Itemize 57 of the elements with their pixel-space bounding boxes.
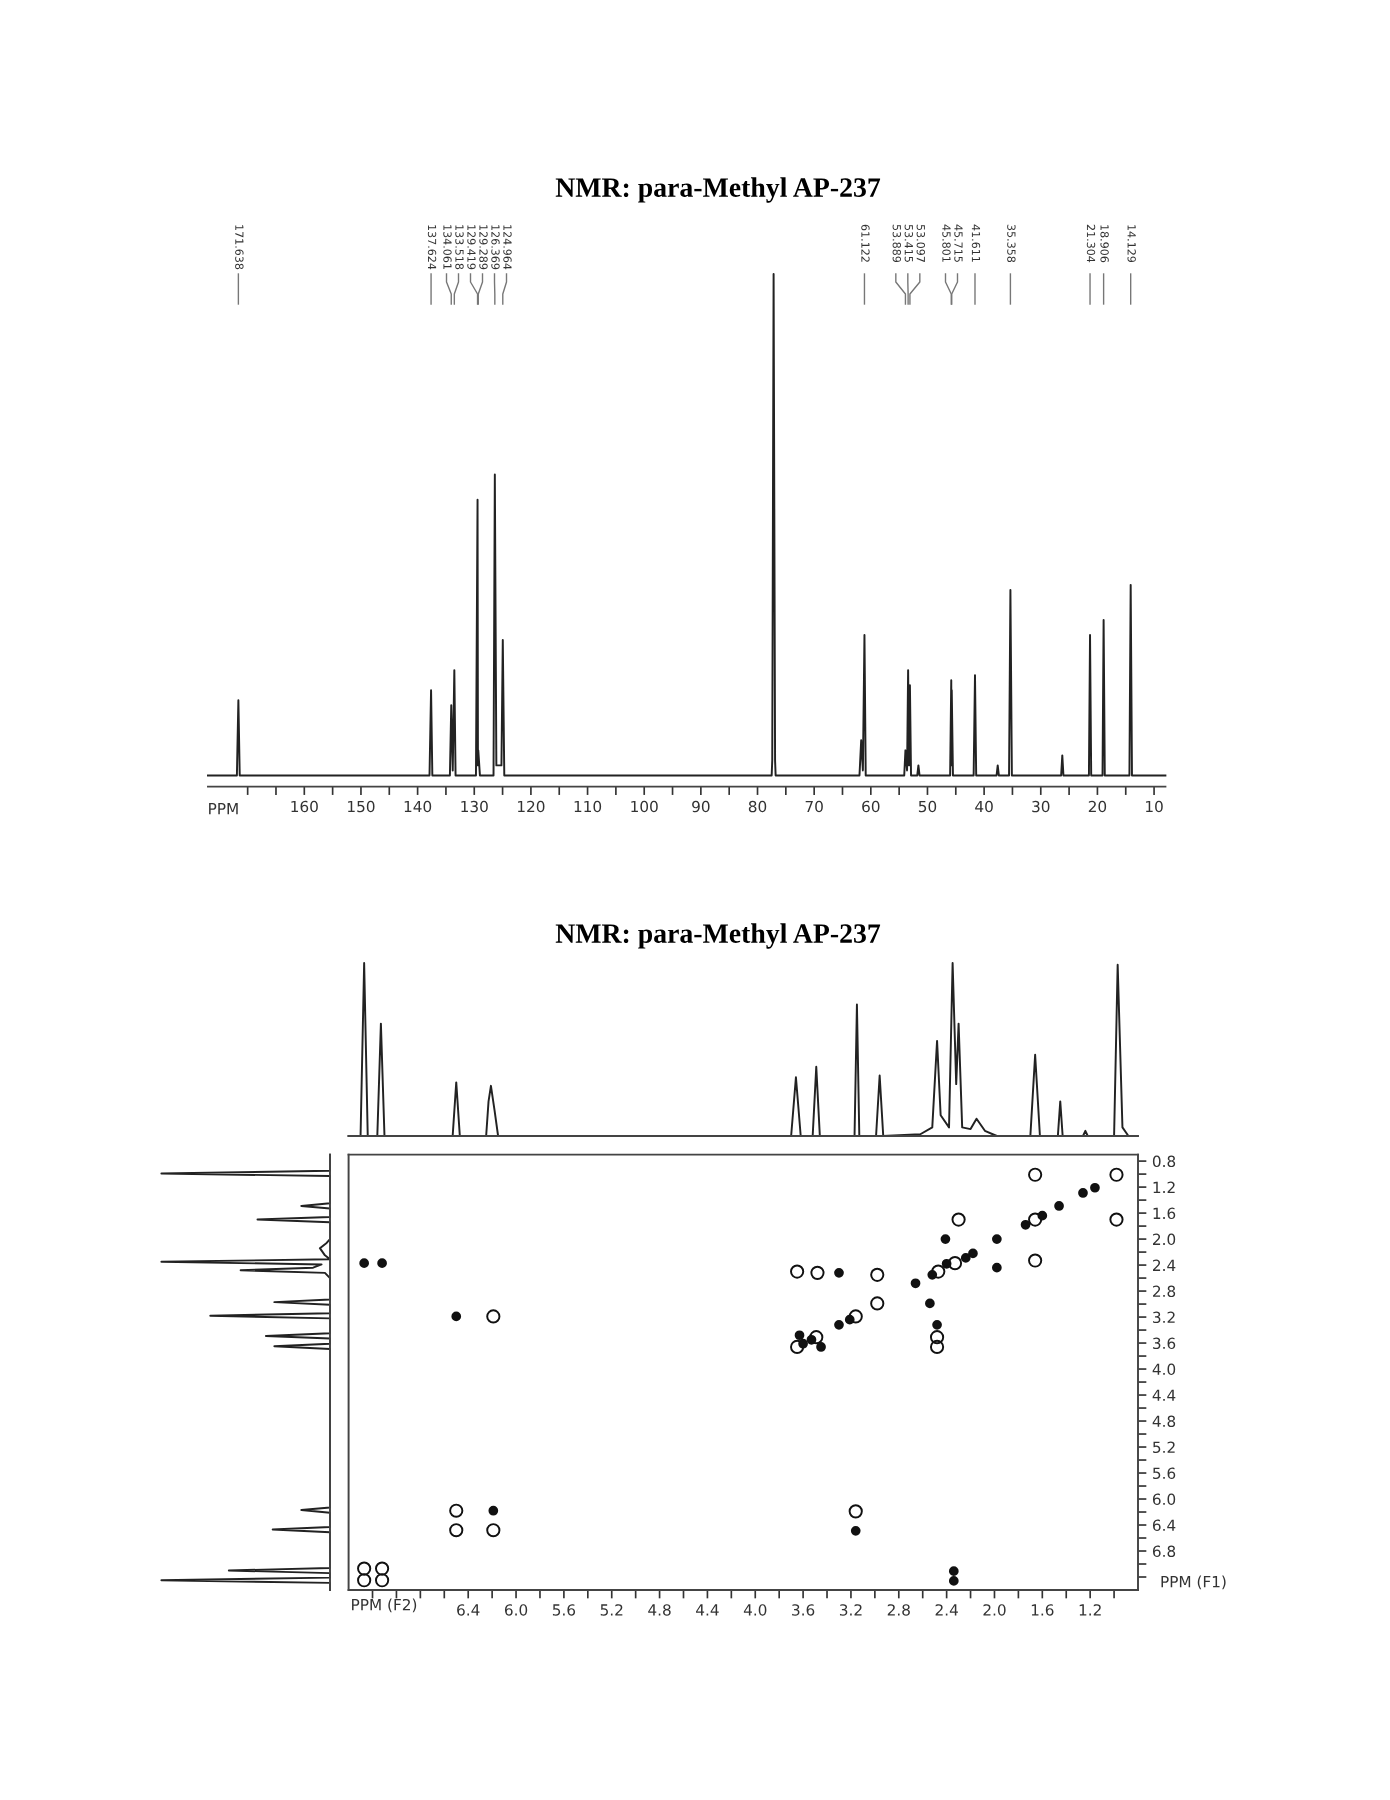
point xyxy=(1078,1188,1088,1198)
point xyxy=(794,1330,805,1341)
point xyxy=(844,1314,855,1325)
point xyxy=(809,1330,824,1345)
point xyxy=(451,1311,462,1322)
point xyxy=(927,1269,938,1280)
point xyxy=(798,1338,808,1349)
point xyxy=(790,1339,805,1355)
point xyxy=(1028,1253,1043,1268)
point xyxy=(1109,1212,1124,1227)
point xyxy=(948,1576,959,1586)
point xyxy=(834,1268,844,1278)
point xyxy=(375,1573,390,1588)
point xyxy=(932,1320,942,1330)
point xyxy=(940,1234,951,1244)
point xyxy=(870,1296,885,1311)
point xyxy=(359,1258,370,1268)
point xyxy=(941,1258,952,1269)
point xyxy=(790,1264,805,1279)
point xyxy=(810,1265,825,1280)
point xyxy=(960,1253,971,1263)
point xyxy=(951,1212,966,1227)
point xyxy=(449,1523,464,1538)
point xyxy=(1090,1182,1100,1193)
point xyxy=(1028,1212,1043,1227)
point xyxy=(929,1339,945,1355)
point xyxy=(1109,1167,1124,1182)
point xyxy=(929,1330,945,1345)
point xyxy=(816,1342,826,1352)
point xyxy=(357,1573,372,1588)
point xyxy=(1028,1167,1043,1182)
point xyxy=(848,1504,863,1519)
point xyxy=(486,1309,501,1324)
point xyxy=(931,1264,946,1279)
point xyxy=(375,1561,390,1576)
point xyxy=(870,1267,885,1282)
point xyxy=(947,1256,963,1271)
point xyxy=(449,1503,464,1518)
point xyxy=(1020,1219,1031,1230)
point xyxy=(992,1234,1002,1244)
point xyxy=(488,1505,499,1516)
point xyxy=(806,1334,817,1345)
point xyxy=(1037,1210,1048,1221)
point xyxy=(948,1566,959,1577)
point xyxy=(992,1262,1002,1273)
point xyxy=(925,1298,935,1309)
chart-title: NMR: para-Methyl AP-237 xyxy=(555,923,881,949)
point xyxy=(377,1258,387,1268)
point xyxy=(834,1320,844,1330)
chart-title: NMR: para-Methyl AP-237 xyxy=(555,177,881,203)
point xyxy=(850,1526,861,1536)
point xyxy=(910,1278,921,1289)
point xyxy=(357,1561,372,1576)
point xyxy=(486,1523,501,1538)
point xyxy=(1054,1201,1064,1211)
point xyxy=(968,1248,978,1259)
point xyxy=(848,1309,863,1324)
